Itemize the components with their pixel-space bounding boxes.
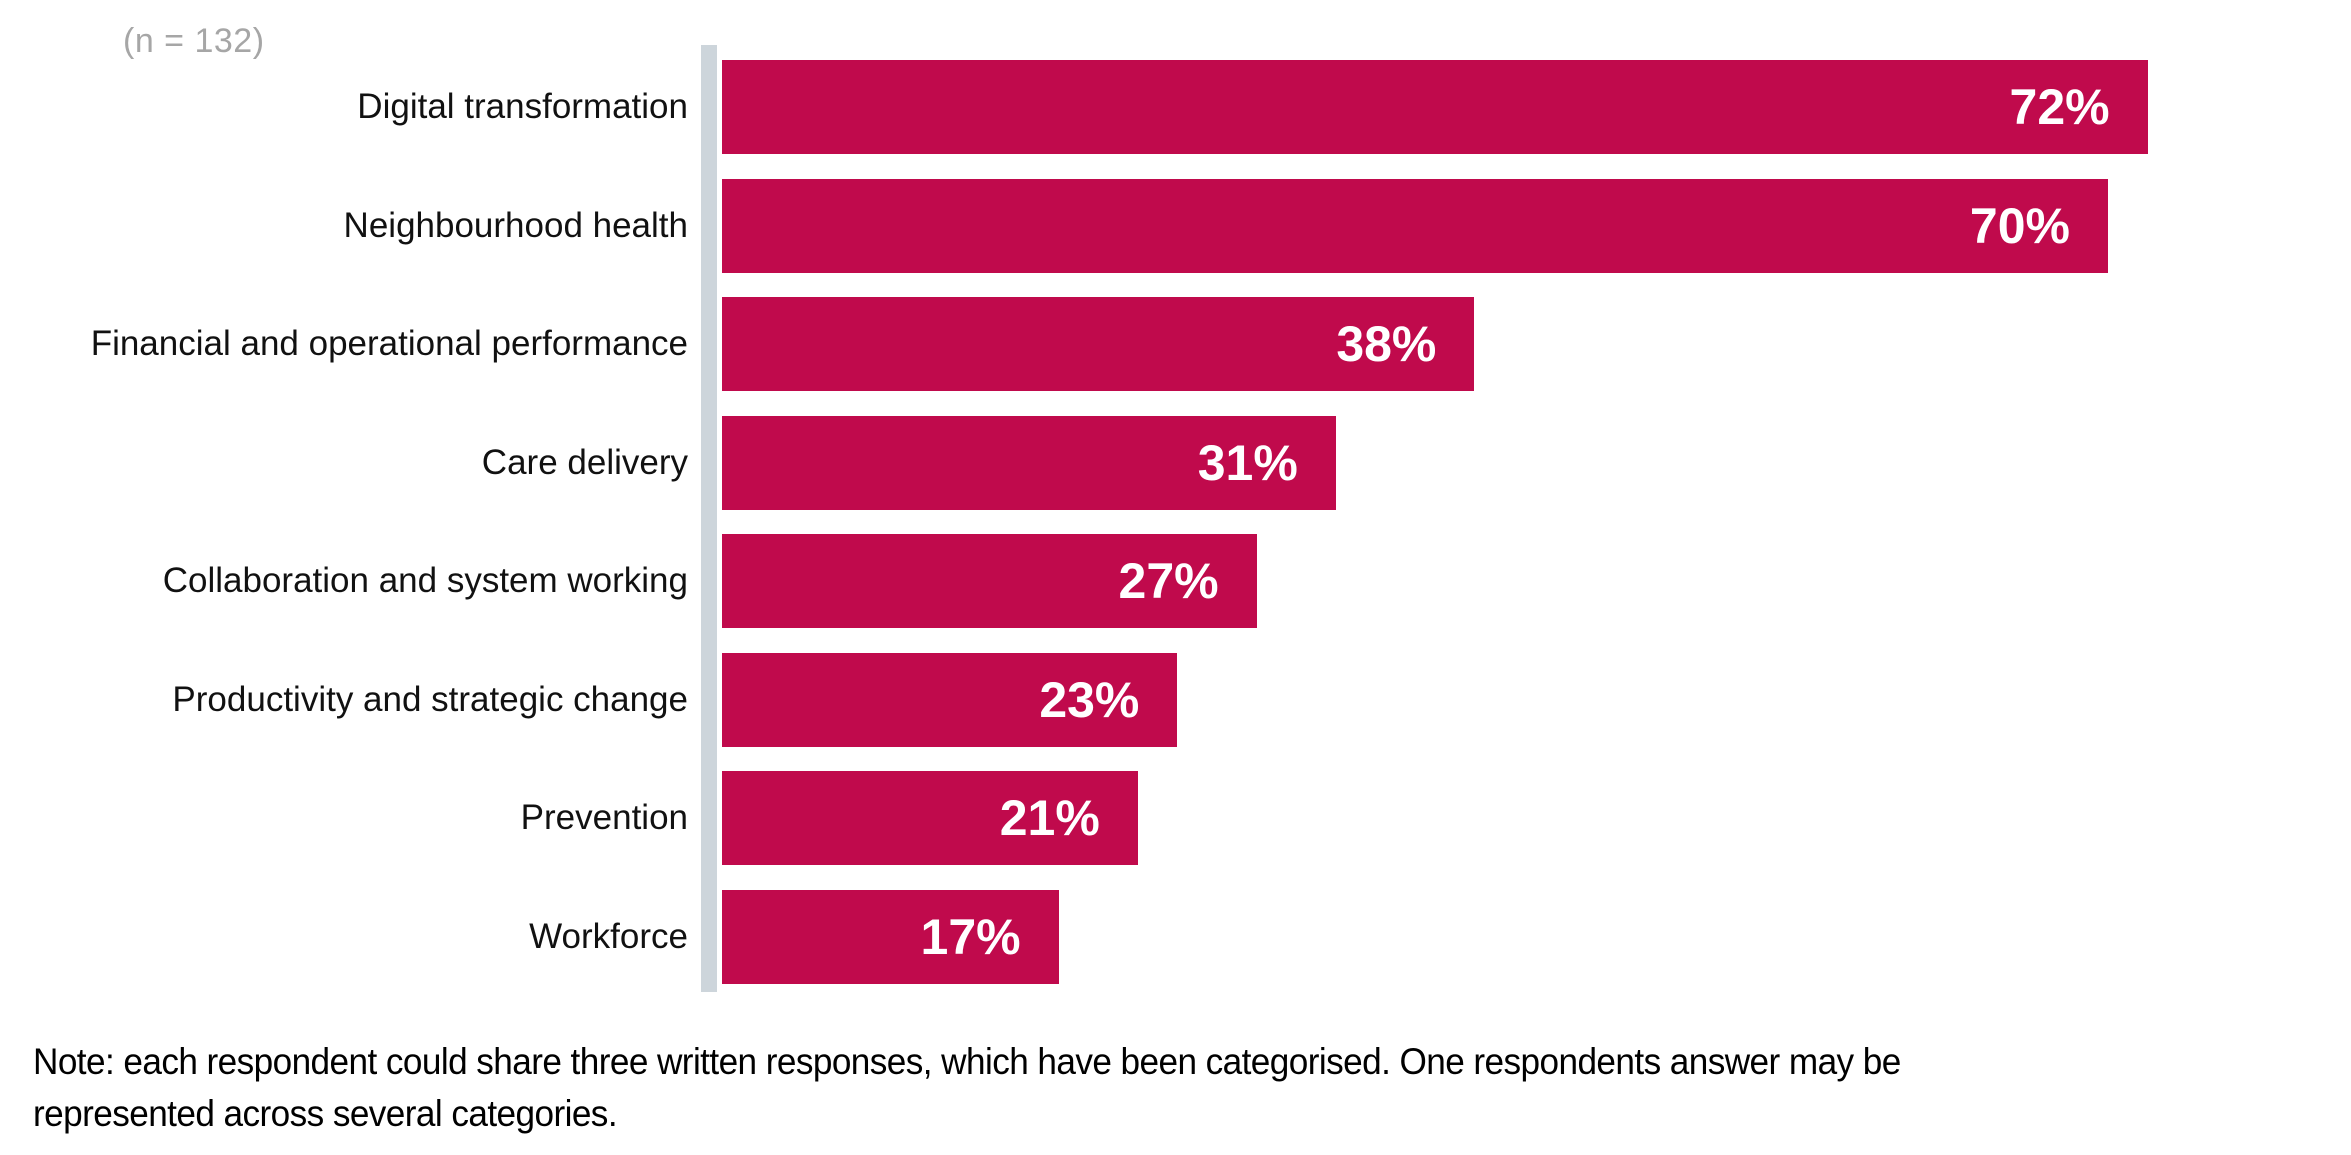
value-label: 23% [1039, 671, 1140, 728]
category-label: Workforce [529, 916, 688, 956]
chart-note: Note: each respondent could share three … [33, 1036, 2218, 1140]
category-label: Care delivery [481, 442, 688, 482]
bar: 72% [722, 60, 2148, 154]
category-label: Collaboration and system working [162, 561, 688, 600]
value-label: 21% [999, 790, 1100, 846]
bar: 23% [722, 652, 1178, 747]
bar: 38% [722, 297, 1475, 391]
chart-row: Productivity and strategic change 23% [0, 652, 2351, 747]
y-axis-line [701, 45, 717, 992]
value-label: 72% [2009, 79, 2110, 135]
value-label: 31% [1197, 434, 1298, 491]
category-label: Productivity and strategic change [172, 679, 688, 719]
value-label: 38% [1336, 316, 1437, 372]
note-line-2: represented across several categories. [33, 1093, 618, 1134]
plot-area: Digital transformation 72% Neighbourhood h… [0, 60, 2351, 984]
chart-row: Collaboration and system working 27% [0, 534, 2351, 628]
bar: 21% [722, 771, 1138, 865]
bar: 27% [722, 534, 1257, 628]
category-label: Neighbourhood health [343, 205, 688, 245]
chart-row: Workforce 17% [0, 889, 2351, 984]
category-label: Digital transformation [357, 87, 688, 126]
value-label: 70% [1969, 197, 2070, 254]
bar: 70% [722, 178, 2108, 273]
chart-row: Neighbourhood health 70% [0, 178, 2351, 273]
bar: 17% [722, 889, 1059, 984]
chart-row: Prevention 21% [0, 771, 2351, 865]
sample-size-label: (n = 132) [123, 22, 265, 60]
category-label: Financial and operational performance [90, 324, 688, 363]
chart-row: Financial and operational performance 38% [0, 297, 2351, 391]
bar: 31% [722, 415, 1336, 510]
value-label: 17% [920, 908, 1021, 965]
chart-row: Care delivery 31% [0, 415, 2351, 510]
value-label: 27% [1118, 553, 1219, 609]
note-line-1: Note: each respondent could share three … [33, 1041, 1901, 1082]
chart-row: Digital transformation 72% [0, 60, 2351, 154]
category-label: Prevention [520, 798, 688, 837]
